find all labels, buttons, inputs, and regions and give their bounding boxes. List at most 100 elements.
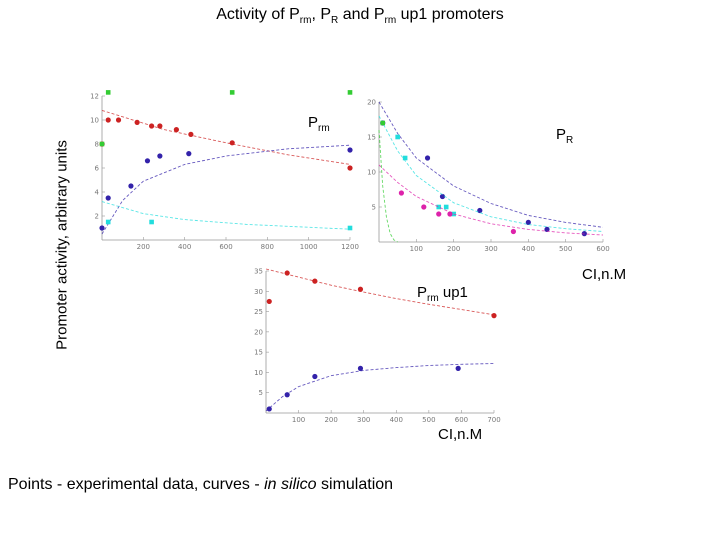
x-tick-label: 600 bbox=[596, 245, 609, 253]
data-point-red bbox=[157, 123, 163, 129]
data-point-cyan bbox=[443, 204, 449, 210]
y-tick-label: 4 bbox=[95, 189, 100, 197]
data-point-green bbox=[229, 90, 235, 95]
y-tick-label: 10 bbox=[90, 117, 99, 125]
data-point-blue bbox=[144, 158, 151, 164]
data-point-blue bbox=[424, 155, 431, 161]
data-point-cyan bbox=[149, 219, 154, 225]
data-point-cyan bbox=[436, 204, 442, 210]
data-point-red bbox=[357, 286, 364, 292]
data-point-blue bbox=[312, 373, 318, 380]
pr-panel: 100 200 300 400 500 600 5 10 15 20 bbox=[367, 99, 610, 254]
data-point-red bbox=[266, 298, 272, 305]
y-tick-label: 2 bbox=[95, 213, 99, 221]
y-tick-label: 35 bbox=[254, 268, 263, 276]
y-tick-label: 10 bbox=[254, 369, 263, 377]
data-point-red bbox=[134, 119, 140, 125]
x-tick-label: 700 bbox=[487, 416, 500, 424]
x-tick-label: 400 bbox=[178, 243, 191, 251]
data-point-magenta bbox=[421, 204, 427, 210]
data-point-magenta bbox=[510, 228, 516, 235]
x-tick-label: 400 bbox=[522, 245, 535, 253]
data-point-blue bbox=[477, 207, 483, 214]
data-point-blue bbox=[525, 219, 531, 225]
data-point-red bbox=[105, 117, 111, 123]
data-point-cyan bbox=[402, 155, 408, 161]
simulation-curve-cyan bbox=[378, 115, 604, 232]
data-point-red bbox=[491, 313, 497, 319]
data-point-magenta bbox=[436, 211, 442, 217]
data-point-cyan bbox=[347, 225, 353, 231]
data-point-green bbox=[380, 120, 386, 126]
x-tick-label: 400 bbox=[390, 416, 403, 424]
x-tick-label: 300 bbox=[484, 245, 497, 253]
data-point-blue bbox=[357, 365, 364, 371]
x-unit-label-right: CI,n.M bbox=[582, 266, 627, 283]
simulation-curve-blue bbox=[378, 101, 604, 228]
x-unit-label-bottom: CI,n.M bbox=[438, 426, 483, 443]
data-point-red bbox=[229, 140, 235, 146]
x-tick-label: 100 bbox=[410, 245, 423, 253]
footer-caption: Points - experimental data, curves - in … bbox=[8, 476, 394, 493]
y-tick-label: 5 bbox=[372, 204, 376, 212]
simulation-curve-red bbox=[265, 268, 495, 316]
y-tick-label: 20 bbox=[254, 328, 263, 336]
simulation-curve-green bbox=[378, 129, 398, 243]
prm-up1-panel-label: Prm up1 bbox=[417, 284, 468, 304]
y-tick-label: 6 bbox=[95, 165, 100, 173]
data-point-red bbox=[312, 278, 318, 284]
data-point-blue bbox=[128, 183, 134, 189]
data-point-green bbox=[347, 90, 353, 95]
data-point-cyan bbox=[395, 134, 400, 140]
y-tick-label: 12 bbox=[90, 93, 99, 101]
simulation-curve-magenta bbox=[378, 164, 604, 236]
x-tick-label: 600 bbox=[219, 243, 232, 251]
y-tick-label: 5 bbox=[259, 389, 263, 397]
data-point-green bbox=[99, 141, 105, 147]
data-point-blue bbox=[347, 147, 353, 153]
data-point-magenta bbox=[398, 190, 404, 196]
data-point-red bbox=[284, 270, 290, 276]
prm-up1-panel: 100 200 300 400 500 600 700 5 10 15 20 25 30 35 bbox=[254, 268, 501, 425]
prm-panel: 200 400 600 800 1000 1200 2 4 6 8 10 12 bbox=[90, 90, 359, 251]
data-point-red bbox=[115, 117, 122, 123]
pr-panel-label: PR bbox=[556, 126, 574, 146]
x-tick-label: 600 bbox=[455, 416, 468, 424]
data-point-cyan bbox=[105, 219, 111, 225]
data-point-blue bbox=[439, 193, 446, 200]
simulation-curve-red bbox=[101, 109, 351, 165]
data-point-blue bbox=[544, 226, 550, 232]
data-point-red bbox=[347, 165, 353, 171]
simulation-curve-blue bbox=[101, 144, 351, 235]
data-point-blue bbox=[157, 153, 163, 159]
data-point-blue bbox=[455, 365, 461, 371]
data-point-red bbox=[149, 123, 155, 129]
x-tick-label: 500 bbox=[559, 245, 572, 253]
chart-title: Activity of Prm, PR and Prm up1 promoter… bbox=[216, 6, 504, 26]
y-tick-label: 8 bbox=[95, 141, 99, 149]
y-tick-label: 15 bbox=[254, 349, 263, 357]
data-point-blue bbox=[186, 151, 192, 157]
prm-panel-label: Prm bbox=[308, 114, 330, 134]
simulation-curve-cyan bbox=[101, 201, 351, 230]
data-point-red bbox=[173, 127, 179, 133]
y-tick-label: 30 bbox=[254, 288, 263, 296]
y-axis-label: Promoter activity, arbitrary units bbox=[53, 140, 71, 350]
x-tick-label: 200 bbox=[447, 245, 460, 253]
x-tick-label: 1000 bbox=[300, 243, 318, 251]
y-tick-label: 15 bbox=[367, 134, 376, 142]
y-tick-label: 20 bbox=[367, 99, 376, 107]
data-point-red bbox=[188, 131, 194, 137]
data-point-magenta bbox=[447, 211, 453, 217]
data-point-blue bbox=[105, 195, 111, 201]
y-tick-label: 10 bbox=[367, 169, 376, 177]
x-tick-label: 1200 bbox=[341, 243, 359, 251]
simulation-curve-blue bbox=[265, 363, 495, 412]
data-point-blue bbox=[284, 392, 290, 398]
x-tick-label: 200 bbox=[137, 243, 150, 251]
x-tick-label: 500 bbox=[422, 416, 435, 424]
x-tick-label: 800 bbox=[261, 243, 274, 251]
data-point-blue bbox=[99, 225, 105, 231]
data-point-green bbox=[105, 90, 111, 95]
x-tick-label: 200 bbox=[324, 416, 337, 424]
